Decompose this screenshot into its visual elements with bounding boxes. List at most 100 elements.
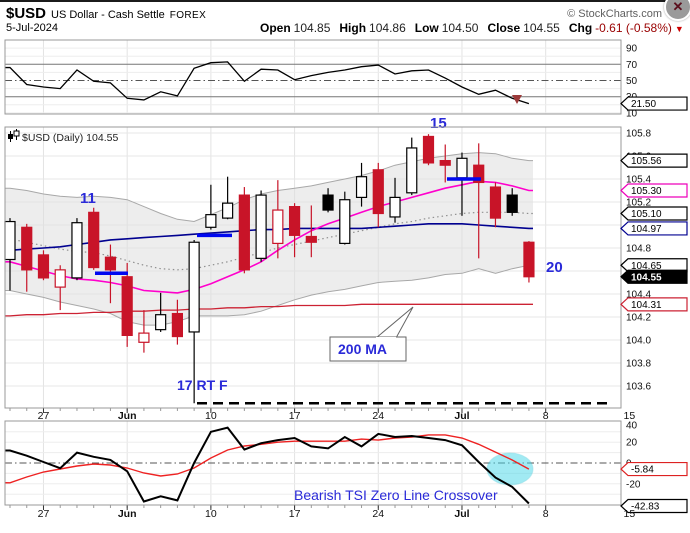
svg-text:105.30: 105.30 bbox=[631, 186, 662, 197]
svg-text:105.56: 105.56 bbox=[631, 156, 662, 167]
candle bbox=[88, 207, 100, 270]
candle bbox=[155, 292, 167, 332]
quote-label: Open bbox=[260, 21, 291, 35]
x-axis-label: Jun bbox=[118, 508, 137, 520]
panel-borders bbox=[4, 39, 622, 506]
symbol-name: US Dollar - Cash Settle bbox=[51, 9, 165, 21]
candle bbox=[188, 239, 200, 404]
x-axis-label: 15 bbox=[624, 508, 636, 520]
quote-label: Close bbox=[487, 21, 521, 35]
svg-text:105.8: 105.8 bbox=[626, 129, 651, 140]
bollinger-band bbox=[4, 152, 533, 326]
svg-text:-20: -20 bbox=[626, 479, 641, 490]
candle bbox=[238, 187, 250, 274]
tsi-TSI-line bbox=[4, 426, 530, 505]
svg-text:104.4: 104.4 bbox=[626, 290, 651, 301]
x-axis-label: Jun bbox=[118, 410, 137, 422]
close-button[interactable]: ✕ bbox=[664, 0, 690, 21]
candle bbox=[71, 218, 83, 281]
x-axis-label: 8 bbox=[543, 508, 549, 520]
bb-midline bbox=[5, 211, 533, 271]
svg-text:104.55: 104.55 bbox=[631, 272, 662, 283]
chart-date: 5-Jul-2024 bbox=[6, 22, 58, 34]
svg-text:90: 90 bbox=[626, 44, 638, 55]
svg-text:50: 50 bbox=[626, 76, 638, 87]
svg-text:105.10: 105.10 bbox=[631, 209, 662, 220]
x-axis-label: 10 bbox=[205, 410, 217, 422]
ma-navy bbox=[5, 223, 533, 252]
pane-title-text: $USD (Daily) 104.55 bbox=[22, 132, 118, 144]
momentum-pane bbox=[4, 61, 621, 105]
quote-value: 104.86 bbox=[369, 21, 406, 35]
candle bbox=[138, 310, 150, 353]
x-axis-label: Jul bbox=[454, 508, 469, 520]
pivot-label: 15 bbox=[430, 115, 447, 132]
price-tag bbox=[620, 206, 688, 221]
svg-text:105.4: 105.4 bbox=[626, 175, 651, 186]
price-tag bbox=[620, 153, 688, 168]
price-tag bbox=[620, 498, 688, 514]
svg-text:103.6: 103.6 bbox=[626, 382, 651, 393]
quote-value: -0.61 (-0.58%) bbox=[595, 21, 672, 35]
svg-text:10: 10 bbox=[626, 108, 638, 119]
tsi-note: Bearish TSI Zero Line Crossover bbox=[294, 487, 498, 503]
candle bbox=[372, 162, 384, 228]
close-icon: ✕ bbox=[672, 0, 684, 14]
svg-text:104.8: 104.8 bbox=[626, 244, 651, 255]
pivot-label: 11 bbox=[80, 190, 96, 207]
quote-value: 104.85 bbox=[293, 21, 331, 35]
exchange: FOREX bbox=[169, 10, 207, 21]
quote-value: 104.50 bbox=[441, 21, 479, 35]
candle bbox=[288, 203, 301, 258]
moving-average-lines bbox=[4, 180, 533, 317]
x-axis-label: 10 bbox=[205, 508, 217, 520]
axes-labels: 9070503010105.8105.6105.4105.2105.0104.8… bbox=[9, 44, 688, 520]
symbol: $USD bbox=[6, 5, 47, 22]
candle bbox=[121, 262, 133, 347]
svg-text:104.97: 104.97 bbox=[631, 224, 662, 235]
x-axis-label: 17 bbox=[289, 508, 301, 520]
annotations: 11 15 20 17 RT F 200 MA Bearish TSI Zero Line… bbox=[8, 115, 612, 503]
candle bbox=[54, 265, 66, 311]
x-axis-label: 8 bbox=[543, 410, 549, 422]
window-top-edge bbox=[0, 0, 690, 2]
svg-text:104.31: 104.31 bbox=[631, 300, 662, 311]
candle bbox=[439, 144, 451, 183]
price-tag bbox=[620, 269, 688, 284]
x-axis-label: 24 bbox=[372, 508, 384, 520]
candle bbox=[406, 137, 418, 196]
candle bbox=[523, 241, 535, 283]
candle bbox=[305, 205, 317, 258]
svg-text:104.65: 104.65 bbox=[631, 261, 662, 272]
svg-text:-42.83: -42.83 bbox=[631, 502, 660, 513]
candle bbox=[322, 188, 334, 213]
quote-label: High bbox=[339, 21, 367, 35]
price-tag bbox=[620, 96, 688, 111]
candlesticks bbox=[4, 134, 535, 404]
price-tag bbox=[620, 183, 688, 198]
candle bbox=[255, 190, 267, 262]
candle bbox=[389, 177, 401, 223]
pivot-label: 20 bbox=[546, 259, 563, 276]
candle bbox=[272, 180, 284, 259]
svg-text:103.8: 103.8 bbox=[626, 359, 651, 370]
x-axis-label: 27 bbox=[38, 410, 50, 422]
crossover-highlight bbox=[486, 452, 534, 486]
x-axis-label: 27 bbox=[38, 508, 50, 520]
svg-text:104.2: 104.2 bbox=[626, 313, 651, 324]
x-axis-label: 24 bbox=[372, 410, 384, 422]
x-axis-label: 15 bbox=[624, 410, 636, 422]
candle bbox=[506, 188, 518, 216]
price-tag bbox=[620, 297, 688, 312]
ma-callout-label: 200 MA bbox=[338, 341, 387, 357]
price-tag bbox=[620, 221, 688, 236]
chart-header: $USD US Dollar - Cash Settle FOREX bbox=[6, 5, 206, 23]
svg-text:105.2: 105.2 bbox=[626, 198, 651, 209]
momentum-line bbox=[4, 61, 530, 105]
svg-text:20: 20 bbox=[626, 438, 638, 449]
band-fill bbox=[5, 152, 533, 326]
candle bbox=[339, 191, 351, 245]
ohlc-quote: Open 104.85 High 104.86 Low 104.50 Close 104.55… bbox=[260, 21, 684, 35]
candle bbox=[222, 176, 234, 220]
